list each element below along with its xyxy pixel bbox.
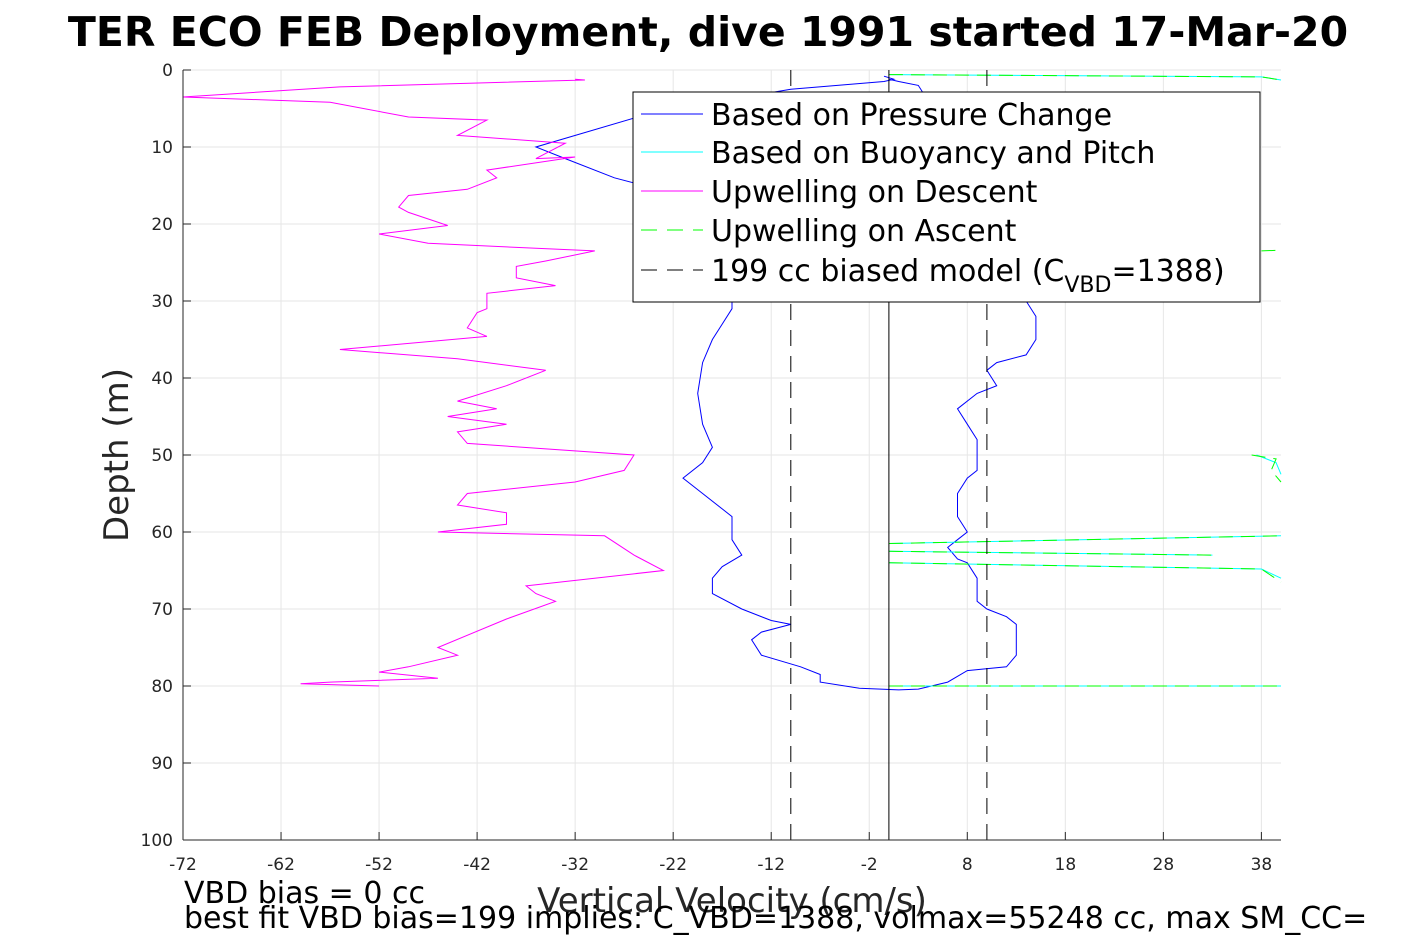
series-layer [182,70,1282,840]
x-tick-label: 28 [1153,855,1175,875]
legend-box [632,91,1261,303]
legend-label-model-main: 199 cc biased model (C [711,254,1064,289]
vbd-bias-note: VBD bias = 0 cc [184,876,425,911]
legend-label-upwelling-ascent: Upwelling on Ascent [711,214,1017,249]
best-fit-note: best fit VBD bias=199 implies: C_VBD=138… [184,901,1367,936]
y-axis-title: Depth (m) [97,368,137,542]
y-tick-label: 60 [151,523,173,543]
series-line [888,550,1213,556]
x-tick-label: 38 [1251,855,1273,875]
x-tick-label: 18 [1055,855,1077,875]
y-tick-label: 80 [151,677,173,697]
x-tick-label: -32 [561,855,589,875]
series-line [888,535,1282,544]
legend: Based on Pressure Change Based on Buoyan… [632,91,1261,303]
x-axis-title: Vertical Velocity (cm/s) [537,881,927,921]
y-tick-label: 70 [151,600,173,620]
chart-title: TER ECO FEB Deployment, dive 1991 starte… [68,8,1348,56]
ticks: -72 -62 -52 -42 -32 -22 -12 -2 8 18 28 38 0 10 20 30 40 5… [141,61,1273,875]
y-tick-label: 90 [151,754,173,774]
legend-label-model-end: =1388) [1111,254,1224,289]
series-3 [888,74,1282,687]
x-tick-label: 8 [962,855,973,875]
x-tick-label: -22 [659,855,687,875]
x-tick-label: -42 [463,855,491,875]
x-tick-label: -62 [267,855,295,875]
series-line [1251,454,1282,483]
y-tick-label: 0 [162,61,173,81]
y-tick-label: 10 [151,138,173,158]
legend-label-model: 199 cc biased model (CVBD=1388) [711,254,1225,298]
legend-label-model-sub: VBD [1064,273,1111,298]
series-line [1256,454,1282,475]
legend-label-upwelling-descent: Upwelling on Descent [711,175,1038,210]
x-tick-label: -2 [861,855,878,875]
y-tick-label: 30 [151,292,173,312]
legend-label-pressure: Based on Pressure Change [711,98,1112,133]
series-line [182,78,666,687]
legend-label-buoyancy: Based on Buoyancy and Pitch [711,136,1155,171]
series-line [1261,249,1282,252]
series-2 [182,78,666,687]
y-tick-label: 100 [141,831,173,851]
series-line [888,74,1282,81]
x-tick-label: -12 [757,855,785,875]
x-tick-label: -52 [365,855,393,875]
series-line [888,562,1282,579]
y-tick-label: 20 [151,215,173,235]
x-tick-label: -72 [169,855,197,875]
y-tick-label: 50 [151,446,173,466]
y-tick-label: 40 [151,369,173,389]
